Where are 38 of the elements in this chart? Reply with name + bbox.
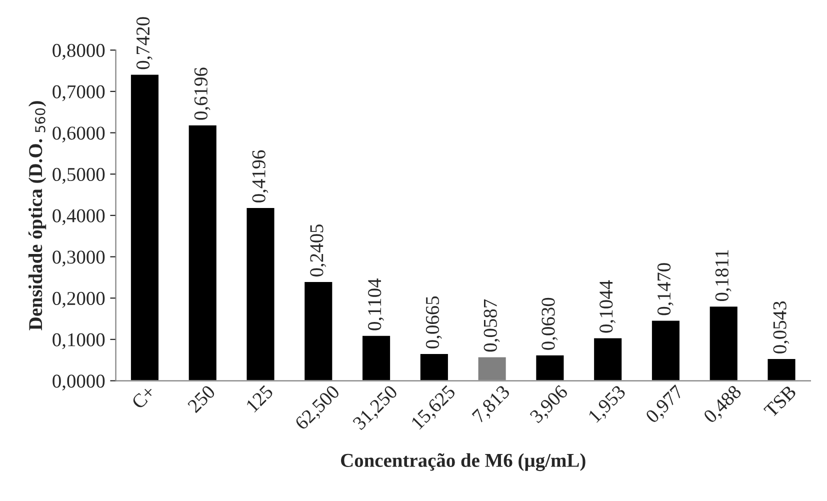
x-tick-label: 125 bbox=[246, 384, 274, 413]
y-tick-label: 0,6000 bbox=[52, 126, 105, 142]
data-label: 0,0587 bbox=[484, 299, 500, 352]
data-label: 0,4196 bbox=[252, 150, 268, 202]
x-axis-title: Concentração de M6 (µg/mL) bbox=[341, 453, 586, 472]
data-label: 0,1811 bbox=[715, 250, 732, 301]
data-label: 0,2405 bbox=[310, 224, 326, 276]
y-tick-label: 0,3000 bbox=[52, 250, 105, 266]
data-label: 0,1104 bbox=[368, 278, 384, 330]
y-tick-label: 0,0000 bbox=[52, 374, 105, 390]
y-tick-label: 0,7000 bbox=[52, 85, 105, 102]
x-tick-label: 250 bbox=[187, 384, 216, 414]
y-tick-label: 0,5000 bbox=[52, 168, 105, 184]
bar bbox=[766, 358, 797, 381]
data-label: 0,7420 bbox=[136, 17, 152, 70]
data-label: 0,0543 bbox=[773, 301, 790, 354]
bar bbox=[245, 206, 276, 381]
x-tick-label: C+ bbox=[131, 384, 156, 410]
data-label: 0,1044 bbox=[600, 280, 616, 333]
y-tick-label: 0,2000 bbox=[52, 292, 105, 308]
x-tick-label: TSB bbox=[763, 384, 797, 418]
y-axis-title: Densidade óptica (D.O. $_{560}$) bbox=[28, 101, 46, 330]
y-tick-label: 0,1000 bbox=[52, 333, 105, 350]
data-label: 0,0630 bbox=[542, 298, 558, 350]
bar bbox=[419, 352, 450, 381]
data-label: 0,0665 bbox=[426, 296, 442, 348]
bar bbox=[592, 336, 624, 381]
bar bbox=[650, 319, 681, 381]
y-tick-label: 0,4000 bbox=[52, 209, 105, 226]
data-label: 0,6196 bbox=[194, 68, 210, 120]
data-label: 0,1470 bbox=[657, 263, 674, 316]
bar bbox=[534, 354, 566, 381]
bar bbox=[187, 124, 218, 381]
bar bbox=[303, 280, 334, 381]
bar bbox=[361, 334, 392, 381]
bar bbox=[130, 73, 160, 381]
bar bbox=[708, 305, 739, 381]
y-tick-label: 0,8000 bbox=[52, 44, 105, 60]
